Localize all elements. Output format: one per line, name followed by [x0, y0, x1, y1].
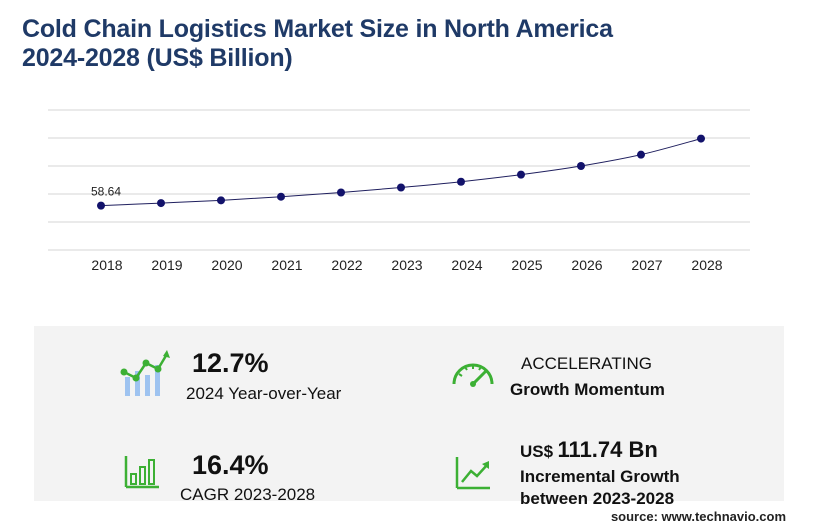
x-tick-label-2018: 2018 — [91, 257, 122, 273]
x-tick-label-2022: 2022 — [331, 257, 362, 273]
momentum-value: ACCELERATING — [521, 354, 652, 373]
chart-title-line-2: 2024-2028 (US$ Billion) — [22, 44, 293, 72]
data-point-2025 — [517, 170, 525, 179]
line-chart: 58.64 2018 2019 2020 2021 2022 2023 2024 2025 20… — [48, 109, 750, 273]
yoy-label: 2024 Year-over-Year — [186, 384, 342, 403]
data-point-2020 — [217, 196, 225, 205]
trend-line-icon — [455, 457, 490, 490]
x-tick-label-2027: 2027 — [631, 257, 662, 273]
cagr-label: CAGR 2023-2028 — [180, 485, 316, 504]
cagr-value: 16.4% — [192, 450, 269, 480]
bar-chart-icon — [124, 456, 159, 489]
data-label-2018: 58.64 — [91, 185, 121, 199]
data-point-2026 — [577, 162, 585, 170]
x-tick-label-2020: 2020 — [211, 257, 242, 273]
incremental-value-row: US$ 111.74 Bn — [520, 435, 658, 465]
data-point-2022 — [337, 188, 345, 197]
speedometer-icon — [452, 363, 494, 387]
x-tick-label-2028: 2028 — [691, 257, 722, 273]
data-point-2023 — [397, 183, 405, 192]
chart-title-line-1: Cold Chain Logistics Market Size in Nort… — [22, 15, 613, 43]
x-tick-label-2026: 2026 — [571, 257, 602, 273]
incremental-label-2: between 2023-2028 — [520, 489, 675, 508]
data-labels: 58.64 — [91, 185, 121, 199]
x-tick-label-2019: 2019 — [151, 257, 182, 273]
chart-grid — [48, 109, 750, 251]
data-point-2024 — [457, 177, 465, 186]
incremental-unit: US$ — [520, 442, 554, 461]
x-tick-label-2024: 2024 — [451, 257, 482, 273]
data-point-2028 — [697, 134, 705, 143]
stats-panel — [34, 326, 784, 501]
yoy-value: 12.7% — [192, 348, 269, 378]
incremental-value: 111.74 Bn — [557, 437, 658, 462]
x-tick-label-2021: 2021 — [271, 257, 302, 273]
series-line-layer — [100, 138, 702, 207]
x-tick-label-2023: 2023 — [391, 257, 422, 273]
data-point-2021 — [277, 192, 285, 201]
source-credit: source: www.technavio.com — [610, 509, 786, 524]
data-points — [97, 134, 705, 210]
x-tick-label-2025: 2025 — [511, 257, 542, 273]
incremental-label-1: Incremental Growth — [520, 467, 680, 486]
growth-chart-icon — [120, 350, 170, 396]
x-axis-ticks: 2018 2019 2020 2021 2022 2023 2024 2025 2026 2027… — [91, 257, 722, 273]
series-line — [100, 138, 702, 207]
data-point-2019 — [157, 199, 165, 208]
data-point-2018 — [97, 201, 105, 210]
momentum-label: Growth Momentum — [510, 380, 665, 399]
data-point-2027 — [637, 150, 645, 159]
chart-title: Cold Chain Logistics Market Size in Nort… — [22, 15, 802, 73]
